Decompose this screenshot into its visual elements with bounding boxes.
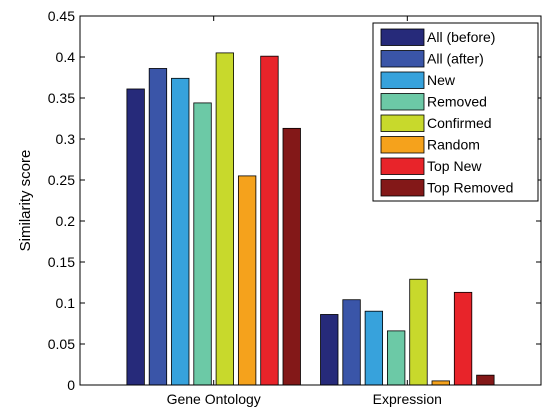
y-axis-title: Similarity score [17,150,34,252]
legend-swatch [380,71,425,89]
legend-swatch [380,157,425,175]
bars-layer [126,52,495,386]
y-tick-label: 0.35 [48,90,75,106]
bar [453,291,473,386]
bar [342,299,361,386]
y-axis: 0 0.05 0.1 0.15 0.2 0.25 0.3 0.35 0.4 0.45 [48,8,541,393]
bar [387,330,406,386]
legend-swatch [380,93,425,111]
legend-swatch [380,179,425,197]
bar [409,278,428,386]
plot-frame [79,15,542,386]
legend-swatch [380,28,425,46]
y-tick-label: 0.1 [56,295,76,311]
y-tick-label: 0.4 [56,49,76,65]
bar [215,52,234,386]
x-tick-label: Expression [373,391,442,407]
bar [260,55,279,386]
legend-label: Top New [427,158,482,174]
legend-label: New [427,72,456,88]
bar [126,88,145,386]
legend-label: Removed [427,94,487,110]
legend-label: Random [427,137,480,153]
bar [193,102,212,386]
legend-label: Top Removed [427,180,513,196]
bar [476,374,495,386]
legend-label: All (after) [427,51,484,67]
legend-swatch [380,136,425,154]
y-tick-label: 0.45 [48,8,75,24]
bar [237,175,257,386]
y-tick-label: 0.05 [48,336,75,352]
x-tick-label: Gene Ontology [167,391,261,407]
bar [282,127,301,386]
y-tick-label: 0.25 [48,172,75,188]
bar [431,380,450,386]
bar [171,77,190,386]
legend-swatch [380,114,425,132]
y-tick-label: 0.2 [56,213,76,229]
x-axis: Gene Ontology Expression [167,16,442,407]
bar [364,310,384,386]
legend: All (before) All (after) New Removed Confirm… [372,22,539,202]
y-tick-label: 0.15 [48,254,75,270]
bar [320,314,339,386]
legend-swatch [380,50,425,68]
y-tick-label: 0 [67,377,75,393]
bar [148,68,168,386]
legend-label: All (before) [427,29,495,45]
y-tick-label: 0.3 [56,131,76,147]
legend-label: Confirmed [427,115,492,131]
